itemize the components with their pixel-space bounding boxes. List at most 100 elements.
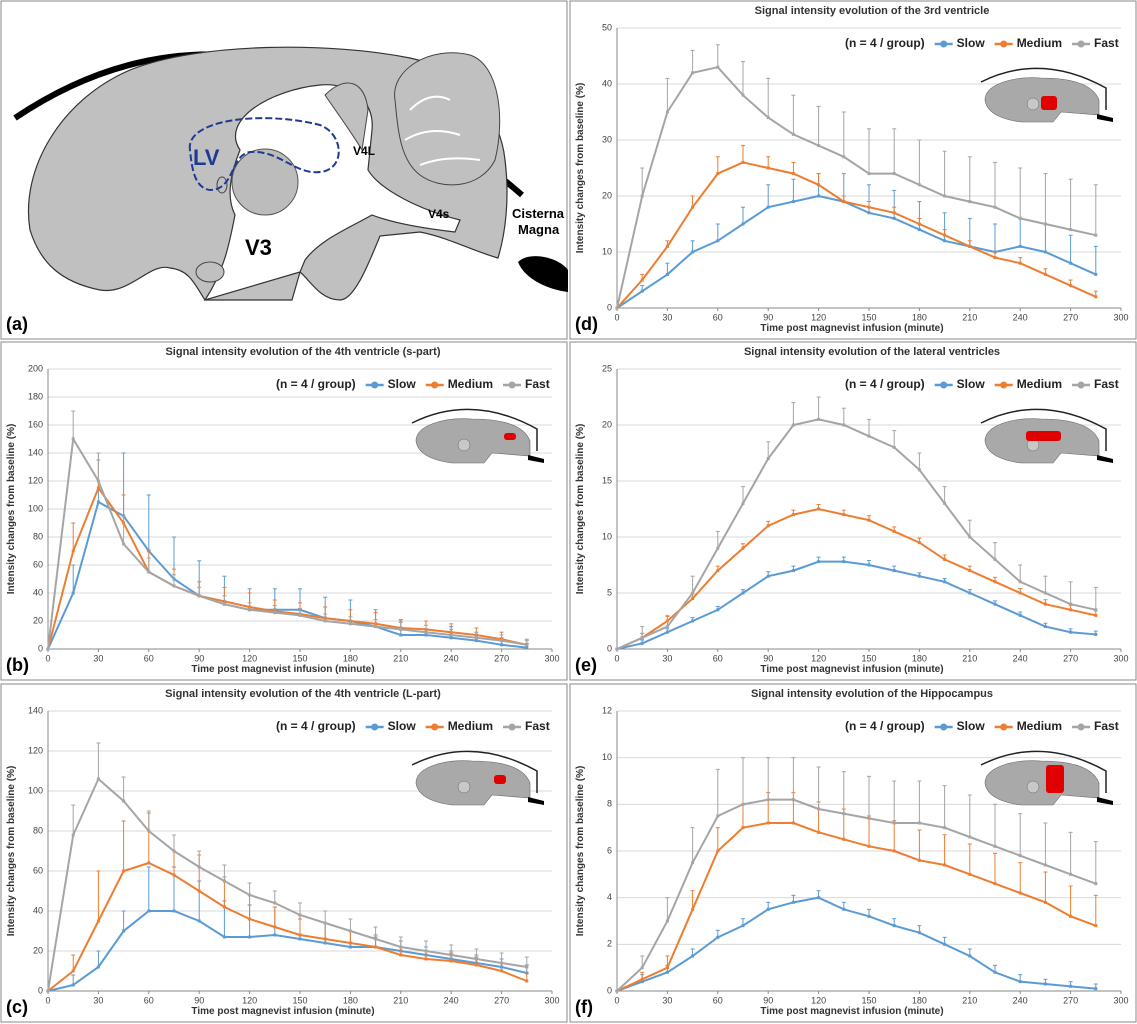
point bbox=[867, 211, 871, 215]
point bbox=[474, 639, 478, 643]
x-tick-label: 60 bbox=[713, 312, 723, 322]
y-tick-label: 80 bbox=[33, 531, 43, 541]
point bbox=[968, 535, 972, 539]
point bbox=[122, 869, 126, 873]
point bbox=[323, 921, 327, 925]
point bbox=[716, 546, 720, 550]
series-line bbox=[616, 161, 1097, 309]
point bbox=[716, 608, 720, 612]
point bbox=[1094, 613, 1098, 617]
point bbox=[248, 893, 252, 897]
point bbox=[691, 597, 695, 601]
point bbox=[500, 969, 504, 973]
y-axis-label: Intensity changes from baseline (%) bbox=[575, 83, 586, 254]
point bbox=[867, 434, 871, 438]
inset-brain bbox=[411, 408, 544, 464]
series-line bbox=[616, 194, 1097, 309]
point bbox=[892, 569, 896, 573]
y-axis-label: Intensity changes from baseline (%) bbox=[6, 424, 17, 595]
point bbox=[993, 205, 997, 209]
point bbox=[449, 633, 453, 637]
cisterna-label: Cisterna bbox=[512, 206, 565, 221]
x-tick-label: 240 bbox=[1013, 653, 1028, 663]
point bbox=[96, 965, 100, 969]
point bbox=[449, 953, 453, 957]
x-tick-label: 90 bbox=[763, 653, 773, 663]
point bbox=[197, 889, 201, 893]
point bbox=[147, 829, 151, 833]
x-tick-label: 30 bbox=[662, 653, 672, 663]
x-tick-label: 0 bbox=[45, 653, 50, 663]
y-tick-label: 180 bbox=[28, 391, 43, 401]
point bbox=[323, 941, 327, 945]
legend-label: Fast bbox=[1094, 36, 1119, 50]
point bbox=[716, 239, 720, 243]
y-tick-label: 50 bbox=[602, 22, 612, 32]
point bbox=[766, 166, 770, 170]
x-tick-label: 300 bbox=[1113, 995, 1128, 1005]
legend-marker bbox=[508, 381, 516, 389]
y-tick-label: 80 bbox=[33, 825, 43, 835]
y-tick-label: 0 bbox=[38, 643, 43, 653]
inset-shape bbox=[415, 418, 531, 464]
point bbox=[968, 954, 972, 958]
chart-title: Signal intensity evolution of the Hippoc… bbox=[751, 688, 993, 700]
point bbox=[640, 966, 644, 970]
point bbox=[993, 844, 997, 848]
point bbox=[766, 798, 770, 802]
point bbox=[1018, 216, 1022, 220]
legend-label: Fast bbox=[1094, 377, 1119, 391]
y-tick-label: 10 bbox=[602, 531, 612, 541]
x-tick-label: 270 bbox=[1063, 995, 1078, 1005]
inset-region bbox=[494, 775, 506, 784]
y-tick-label: 200 bbox=[28, 363, 43, 373]
legend-marker bbox=[1077, 723, 1085, 731]
point bbox=[741, 924, 745, 928]
x-tick-label: 90 bbox=[763, 995, 773, 1005]
x-axis-label: Time post magnevist infusion (minute) bbox=[191, 664, 374, 675]
x-tick-label: 210 bbox=[962, 995, 977, 1005]
point bbox=[917, 222, 921, 226]
point bbox=[817, 830, 821, 834]
series-line bbox=[616, 822, 1097, 992]
point bbox=[968, 569, 972, 573]
point bbox=[791, 900, 795, 904]
point bbox=[892, 216, 896, 220]
chart-panel: 0 5 10 15 20 25 0 30 60 90 120 150 180 210 240 270 300 Si… bbox=[569, 341, 1137, 681]
y-tick-label: 2 bbox=[607, 939, 612, 949]
x-tick-label: 210 bbox=[962, 312, 977, 322]
point bbox=[817, 417, 821, 421]
point bbox=[968, 200, 972, 204]
point bbox=[993, 602, 997, 606]
legend-label: Medium bbox=[448, 719, 493, 733]
legend-label: Medium bbox=[1017, 36, 1062, 50]
point bbox=[665, 110, 669, 114]
x-tick-label: 120 bbox=[242, 995, 257, 1005]
point bbox=[791, 569, 795, 573]
legend-marker bbox=[1000, 381, 1008, 389]
y-tick-label: 160 bbox=[28, 419, 43, 429]
point bbox=[46, 647, 50, 651]
y-tick-label: 10 bbox=[602, 246, 612, 256]
point bbox=[71, 437, 75, 441]
point bbox=[741, 222, 745, 226]
series-line bbox=[47, 777, 527, 992]
x-tick-label: 90 bbox=[194, 995, 204, 1005]
point bbox=[424, 957, 428, 961]
point bbox=[993, 256, 997, 260]
panel-label: (a) bbox=[6, 314, 28, 334]
diagram-panel: LV V3 V4L V4s Cisterna Magna (a) bbox=[0, 0, 568, 340]
legend-label: Slow bbox=[388, 719, 417, 733]
x-tick-label: 90 bbox=[194, 653, 204, 663]
inset-brain bbox=[980, 67, 1113, 123]
point bbox=[1094, 924, 1098, 928]
point bbox=[691, 907, 695, 911]
point bbox=[917, 931, 921, 935]
point bbox=[298, 937, 302, 941]
point bbox=[817, 183, 821, 187]
lateral-ventricle-outline bbox=[188, 117, 340, 192]
point bbox=[867, 518, 871, 522]
inset-cisterna bbox=[528, 455, 544, 463]
point bbox=[474, 636, 478, 640]
y-tick-label: 4 bbox=[607, 892, 612, 902]
